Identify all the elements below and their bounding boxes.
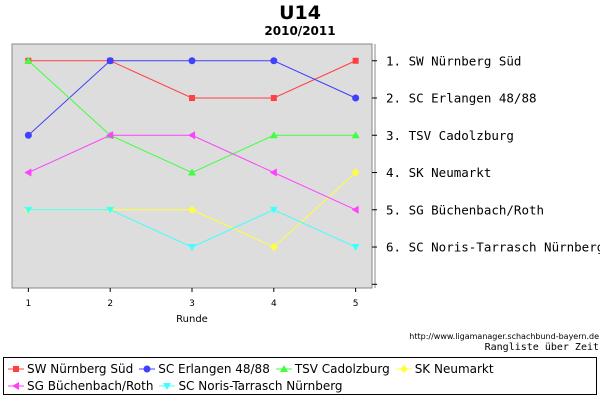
data-point bbox=[269, 206, 278, 214]
data-point bbox=[24, 56, 33, 64]
data-point bbox=[188, 57, 196, 65]
chart-title: U14 bbox=[279, 2, 321, 24]
data-point bbox=[351, 205, 359, 214]
data-point bbox=[106, 131, 114, 140]
data-point bbox=[188, 205, 196, 214]
rank-label: 5. SG Büchenbach/Roth bbox=[386, 202, 544, 217]
legend-marker bbox=[13, 366, 19, 372]
data-point bbox=[352, 57, 359, 64]
data-point bbox=[269, 131, 278, 139]
x-tick-label: 3 bbox=[189, 299, 195, 309]
x-tick-label: 5 bbox=[353, 299, 359, 309]
legend-label: TSV Cadolzburg bbox=[294, 362, 390, 376]
rank-label: 6. SC Noris-Tarrasch Nürnberg bbox=[386, 240, 600, 255]
rank-label: 3. TSV Cadolzburg bbox=[386, 128, 514, 143]
x-tick-label: 2 bbox=[107, 299, 113, 309]
legend-swatch bbox=[395, 365, 412, 373]
legend-label: SG Büchenbach/Roth bbox=[27, 379, 154, 393]
data-point bbox=[106, 57, 114, 65]
legend-label: SW Nürnberg Süd bbox=[27, 362, 134, 376]
data-point bbox=[188, 244, 196, 252]
rank-label: 4. SK Neumarkt bbox=[386, 165, 491, 180]
data-point bbox=[351, 131, 360, 139]
data-point bbox=[269, 243, 278, 252]
data-point bbox=[351, 244, 360, 252]
data-point bbox=[24, 131, 32, 139]
data-point bbox=[189, 95, 195, 102]
rank-label: 2. SC Erlangen 48/88 bbox=[386, 91, 537, 106]
legend-marker bbox=[279, 365, 288, 372]
data-point bbox=[188, 131, 195, 140]
rank-label: 1. SW Nürnberg Süd bbox=[386, 53, 521, 68]
data-point bbox=[352, 94, 360, 102]
legend-swatch bbox=[8, 366, 24, 372]
legend-marker bbox=[399, 365, 408, 373]
legend-marker bbox=[163, 383, 172, 390]
x-tick-label: 1 bbox=[25, 299, 31, 309]
legend-swatch bbox=[8, 382, 24, 390]
legend: SW Nürnberg Süd SC Erlangen 48/88 TSV Cado… bbox=[3, 357, 597, 395]
data-point bbox=[24, 168, 32, 177]
legend-item: SG Büchenbach/Roth bbox=[8, 379, 153, 393]
data-point bbox=[270, 57, 278, 65]
legend-item: SK Neumarkt bbox=[395, 362, 494, 376]
legend-label: SC Noris-Tarrasch Nürnberg bbox=[178, 379, 343, 393]
legend-swatch bbox=[159, 383, 176, 390]
legend-swatch bbox=[275, 365, 292, 372]
legend-item: TSV Cadolzburg bbox=[275, 362, 390, 376]
x-tick-label: 4 bbox=[271, 299, 277, 309]
source-url: http://www.ligamanager.schachbund-bayern… bbox=[409, 332, 599, 341]
legend-swatch bbox=[139, 365, 156, 373]
legend-marker bbox=[143, 365, 151, 373]
data-point bbox=[269, 168, 277, 177]
data-point bbox=[106, 206, 115, 214]
x-axis-label: Runde bbox=[176, 314, 208, 325]
chart-subtitle: 2010/2011 bbox=[264, 24, 336, 38]
data-point bbox=[188, 168, 196, 176]
data-point bbox=[270, 95, 277, 102]
chart-note: Rangliste über Zeit bbox=[484, 342, 599, 353]
data-point bbox=[351, 168, 360, 177]
legend-label: SK Neumarkt bbox=[414, 362, 494, 376]
legend-label: SC Erlangen 48/88 bbox=[158, 362, 270, 376]
legend-item: SC Noris-Tarrasch Nürnberg bbox=[159, 379, 343, 393]
line-chart: 1 2 3 4 5 1. SW Nürnberg Süd 2. SC Erlangen 48… bbox=[11, 43, 600, 325]
legend-marker bbox=[12, 382, 19, 390]
legend-item: SC Erlangen 48/88 bbox=[139, 362, 270, 376]
legend-item: SW Nürnberg Süd bbox=[8, 362, 133, 376]
data-point bbox=[24, 206, 33, 214]
